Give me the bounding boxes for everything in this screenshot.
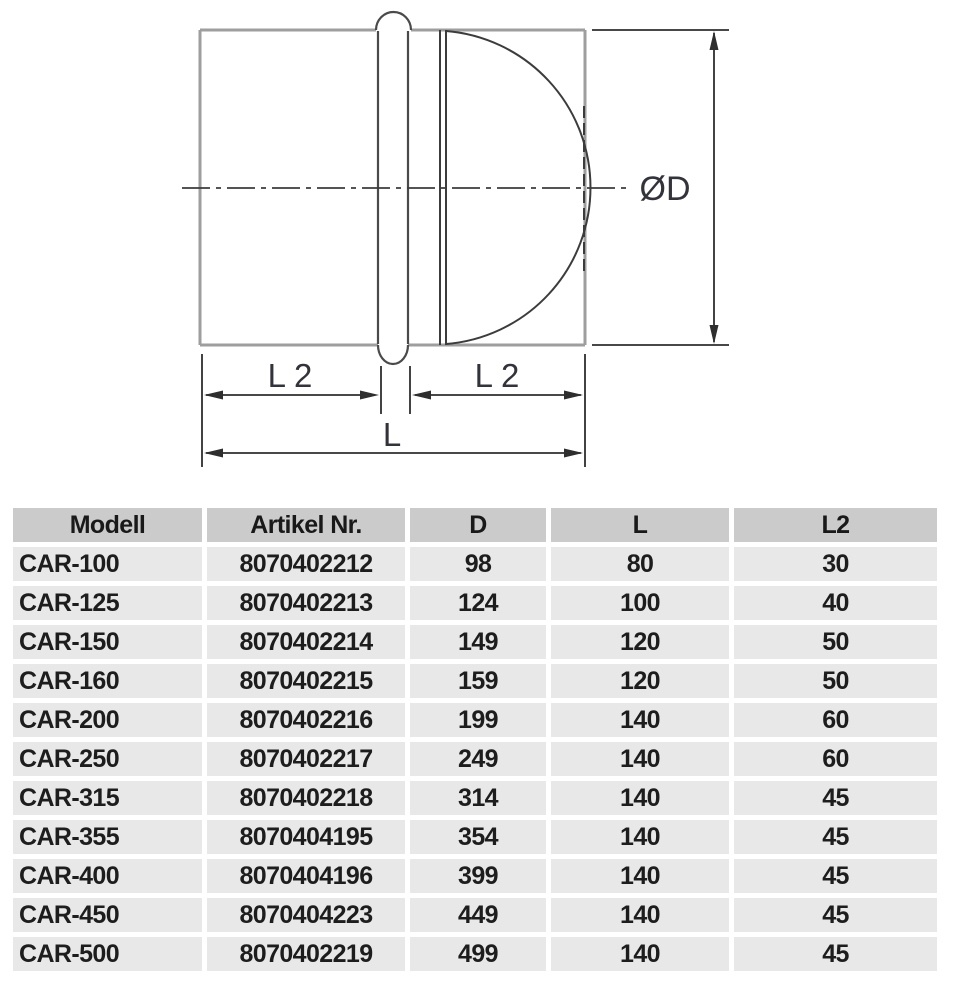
column-header-modell: Modell [13,508,202,542]
cell-l2: 45 [734,859,937,893]
cell-artikel-nr: 8070402216 [207,703,405,737]
cell-l2: 50 [734,664,937,698]
dimension-l2-left [201,354,382,467]
cell-l2: 60 [734,742,937,776]
dimension-l2-right-arrows [412,390,583,400]
cell-l: 120 [551,664,729,698]
cell-l: 140 [551,781,729,815]
cell-d: 98 [410,547,546,581]
table-row: CAR-160 8070402215 159 120 50 [13,664,937,698]
cell-l: 140 [551,742,729,776]
cell-l: 120 [551,625,729,659]
cell-l2: 50 [734,625,937,659]
cell-l: 140 [551,820,729,854]
dimensions-table: Modell Artikel Nr. D L L2 CAR-100 807040… [13,508,937,971]
cell-l: 140 [551,898,729,932]
cell-l: 140 [551,703,729,737]
cell-artikel-nr: 8070402219 [207,937,405,971]
cell-modell: CAR-160 [13,664,202,698]
diameter-label: ØD [640,170,691,208]
column-header-l: L [551,508,729,542]
cell-modell: CAR-150 [13,625,202,659]
column-header-l2: L2 [734,508,937,542]
cell-d: 149 [410,625,546,659]
cell-l2: 30 [734,547,937,581]
dimension-l2-left-arrows [204,390,379,400]
cell-d: 124 [410,586,546,620]
table-header-row: Modell Artikel Nr. D L L2 [13,508,937,542]
l2-right-label: L 2 [475,357,520,394]
cell-artikel-nr: 8070404223 [207,898,405,932]
cell-modell: CAR-100 [13,547,202,581]
cell-modell: CAR-450 [13,898,202,932]
end-cap-technical-drawing: ØD L 2 L 2 [182,10,729,467]
table-row: CAR-450 8070404223 449 140 45 [13,898,937,932]
table-row: CAR-355 8070404195 354 140 45 [13,820,937,854]
cell-l2: 45 [734,937,937,971]
column-header-artikel-nr: Artikel Nr. [207,508,405,542]
cell-modell: CAR-400 [13,859,202,893]
cell-l2: 45 [734,898,937,932]
length-label: L [383,416,401,453]
cell-l: 100 [551,586,729,620]
dimension-l2-right [409,354,586,467]
cell-artikel-nr: 8070402218 [207,781,405,815]
table-row: CAR-150 8070402214 149 120 50 [13,625,937,659]
table-row: CAR-500 8070402219 499 140 45 [13,937,937,971]
cell-d: 499 [410,937,546,971]
table-row: CAR-315 8070402218 314 140 45 [13,781,937,815]
cell-d: 159 [410,664,546,698]
cell-modell: CAR-125 [13,586,202,620]
dimension-length-arrows [204,448,583,458]
cell-l2: 40 [734,586,937,620]
cell-l: 140 [551,859,729,893]
l2-left-label: L 2 [268,357,313,394]
table-row: CAR-400 8070404196 399 140 45 [13,859,937,893]
cell-artikel-nr: 8070402214 [207,625,405,659]
cell-modell: CAR-500 [13,937,202,971]
cell-artikel-nr: 8070404196 [207,859,405,893]
dimension-diameter-arrows [709,31,719,344]
cell-l2: 60 [734,703,937,737]
dimension-diameter [592,29,729,346]
cell-d: 354 [410,820,546,854]
cell-l2: 45 [734,781,937,815]
cell-artikel-nr: 8070404195 [207,820,405,854]
cell-artikel-nr: 8070402217 [207,742,405,776]
cell-d: 249 [410,742,546,776]
cell-artikel-nr: 8070402213 [207,586,405,620]
cell-modell: CAR-315 [13,781,202,815]
table-row: CAR-100 8070402212 98 80 30 [13,547,937,581]
cell-modell: CAR-250 [13,742,202,776]
cell-modell: CAR-355 [13,820,202,854]
cell-d: 314 [410,781,546,815]
table-row: CAR-200 8070402216 199 140 60 [13,703,937,737]
body-outline [198,28,587,347]
cell-modell: CAR-200 [13,703,202,737]
table-row: CAR-125 8070402213 124 100 40 [13,586,937,620]
cell-d: 399 [410,859,546,893]
table-row: CAR-250 8070402217 249 140 60 [13,742,937,776]
column-header-d: D [410,508,546,542]
cell-d: 199 [410,703,546,737]
cell-artikel-nr: 8070402212 [207,547,405,581]
cell-l: 140 [551,937,729,971]
cell-l: 80 [551,547,729,581]
cell-d: 449 [410,898,546,932]
cell-l2: 45 [734,820,937,854]
cell-artikel-nr: 8070402215 [207,664,405,698]
